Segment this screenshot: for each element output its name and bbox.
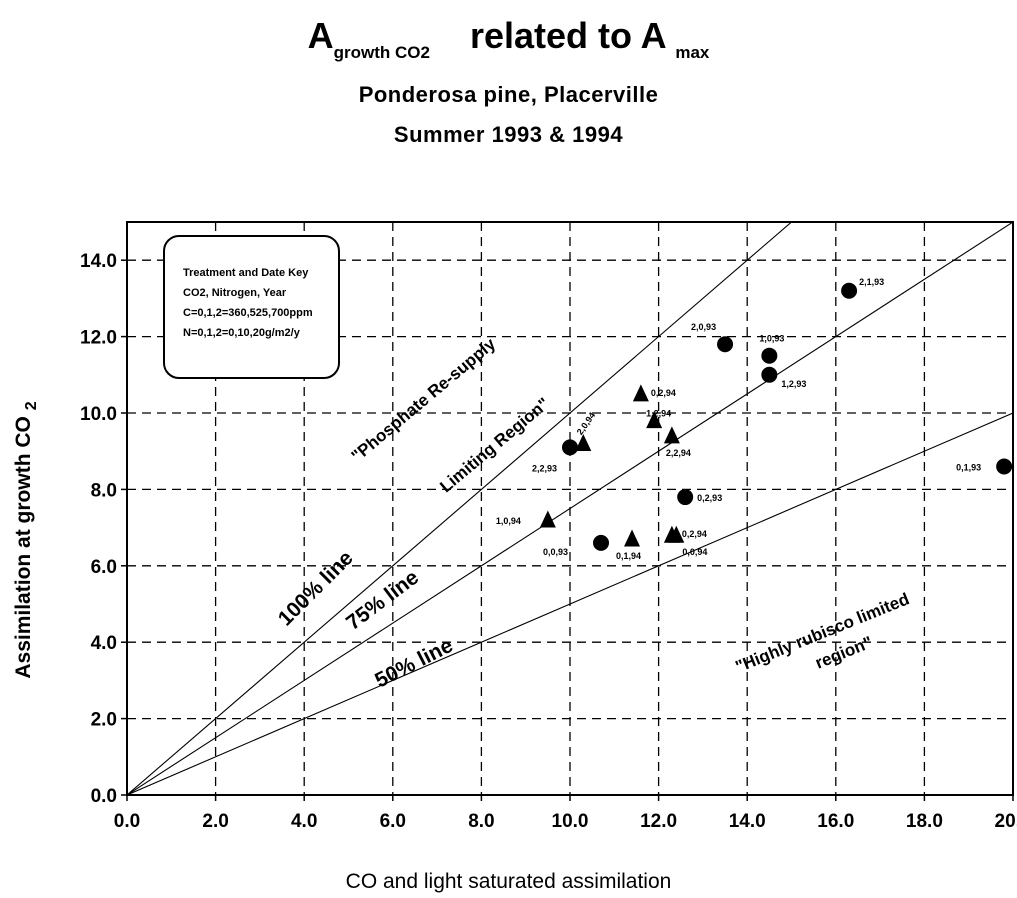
circle-marker: [677, 489, 694, 506]
y-tick-label: 6.0: [91, 557, 117, 578]
x-tick-label: 10.0: [552, 811, 589, 832]
y-axis-label-text: Assimilation at growth CO: [12, 416, 35, 679]
x-tick-label: 20.0: [995, 811, 1017, 832]
point-label: 0,1,94: [616, 551, 641, 561]
triangle-marker: [539, 510, 556, 528]
y-axis-label: Assimilation at growth CO 2: [12, 401, 41, 678]
chart-title: Agrowth CO2 related to A max Ponderosa pi…: [0, 12, 1017, 153]
point-label: 0,2,93: [697, 493, 722, 503]
x-tick-label: 4.0: [291, 811, 317, 832]
triangle-marker: [624, 529, 641, 547]
key-line-co2-nitrogen-year: CO2, Nitrogen, Year: [183, 287, 287, 299]
circle-marker: [562, 439, 578, 456]
y-tick-label: 12.0: [80, 328, 117, 349]
circle-marker: [593, 534, 610, 551]
point-label: 1,2,93: [781, 379, 806, 389]
x-tick-label: 14.0: [729, 811, 766, 832]
point-label: 2,0,94: [575, 410, 598, 436]
triangle-marker: [663, 426, 680, 444]
title-subtitle-date: Summer 1993 & 1994: [393, 122, 624, 147]
reference-line: [127, 222, 1013, 795]
y-tick-label: 14.0: [80, 251, 117, 272]
point-label: 2,2,94: [666, 448, 691, 458]
y-tick-label: 10.0: [80, 404, 117, 425]
point-label: 0,0,93: [543, 547, 568, 557]
point-label: 0,2,94: [651, 388, 676, 398]
circle-marker: [761, 366, 778, 383]
x-tick-label: 0.0: [114, 811, 140, 832]
region-label: "Phosphate Re-supply: [348, 334, 500, 466]
x-tick-label: 16.0: [817, 811, 854, 832]
y-tick-label: 0.0: [91, 786, 117, 807]
point-label: 0,0,94: [682, 547, 707, 557]
x-tick-label: 18.0: [906, 811, 943, 832]
x-tick-label: 2.0: [202, 811, 228, 832]
reference-lines: [127, 222, 1013, 795]
circle-marker: [996, 458, 1013, 475]
region-label: Limiting Region": [436, 394, 553, 496]
triangle-marker: [632, 384, 649, 402]
point-label: 1,0,94: [496, 516, 521, 526]
x-tick-label: 12.0: [640, 811, 677, 832]
triangle-marker: [575, 434, 592, 452]
axes: 0.0 2.0 4.0 6.0 8.0 10.0 12.0 14.0 16.0 18.0 20.0 0…: [80, 221, 1017, 832]
data-points: 2,1,93 2,0,93 1,0,93 1,2,93 2,2,93 0,1,93 0,2,…: [496, 277, 1013, 561]
key-line-nitrogen-levels: N=0,1,2=0,10,20g/m2/y: [183, 327, 300, 339]
reference-line: [127, 412, 1013, 795]
point-label: 2,1,93: [859, 277, 884, 287]
key-line-co2-levels: C=0,1,2=360,525,700ppm: [183, 307, 313, 319]
x-tick-label: 8.0: [468, 811, 494, 832]
y-axis-label-subscript: 2: [23, 401, 40, 411]
triangle-marker: [668, 525, 685, 543]
point-label: 2,0,93: [691, 322, 716, 332]
point-label: 1,2,94: [646, 409, 671, 419]
reference-line-label: 75% line: [342, 566, 423, 635]
y-tick-label: 2.0: [91, 710, 117, 731]
key-title: Treatment and Date Key: [183, 267, 309, 279]
treatment-key-box: Treatment and Date Key CO2, Nitrogen, Ye…: [163, 235, 340, 379]
title-max-subscript: max: [675, 43, 710, 62]
title-a-subscript: growth CO2: [333, 43, 430, 62]
title-related: related to A: [469, 15, 666, 56]
point-label: 2,2,93: [532, 463, 557, 473]
x-tick-label: 6.0: [380, 811, 406, 832]
x-axis-label-text: CO and light saturated assimilation: [345, 870, 672, 893]
reference-line: [127, 222, 793, 795]
point-label: 1,0,93: [759, 334, 784, 344]
y-tick-label: 8.0: [91, 480, 117, 501]
point-label: 0,1,93: [956, 462, 981, 472]
y-tick-label: 4.0: [91, 633, 117, 654]
circle-marker: [761, 347, 778, 364]
point-label: 0,2,94: [682, 529, 707, 539]
title-subtitle-site: Ponderosa pine, Placerville: [358, 82, 659, 107]
circle-marker: [717, 336, 734, 353]
title-main: Agrowth CO2 related to A max: [0, 12, 1017, 77]
title-a: A: [307, 15, 334, 56]
triangle-marker: [646, 411, 663, 429]
circle-marker: [841, 282, 858, 299]
x-axis-label: CO and light saturated assimilation: [0, 868, 1017, 896]
